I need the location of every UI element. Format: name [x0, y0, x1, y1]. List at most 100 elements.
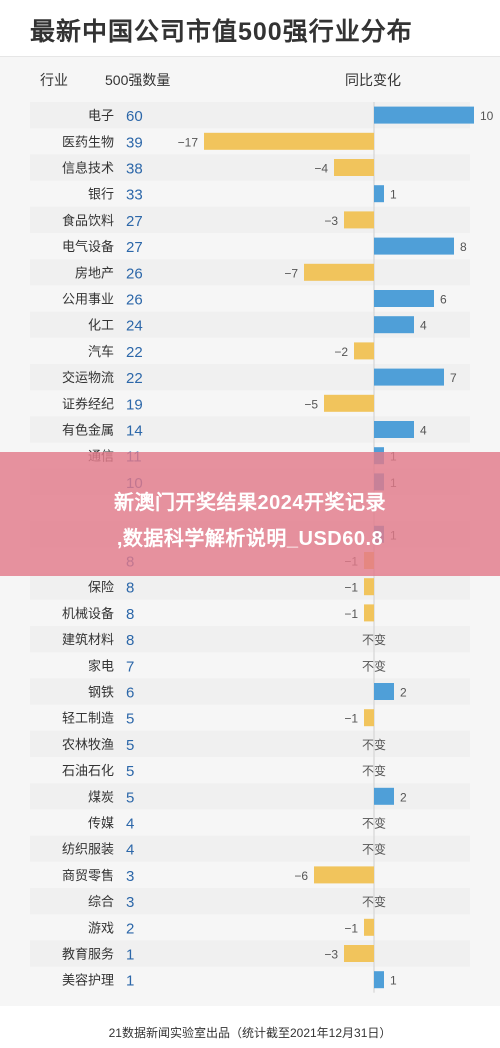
industry-label: 机械设备 — [62, 606, 114, 621]
industry-count: 1 — [126, 973, 134, 990]
footer: 21数据新闻实验室出品（统计截至2021年12月31日） — [0, 1006, 500, 1048]
row-background — [30, 783, 470, 810]
industry-label: 家电 — [88, 658, 114, 673]
change-value-label: 2 — [400, 686, 407, 700]
industry-label: 电气设备 — [62, 239, 114, 254]
industry-label: 建筑材料 — [62, 632, 114, 647]
industry-count: 33 — [126, 187, 143, 204]
decrease-bar — [344, 211, 374, 229]
industry-label: 保险 — [88, 580, 114, 595]
industry-count: 5 — [126, 711, 134, 728]
change-value-label: −1 — [344, 581, 358, 595]
decrease-bar — [324, 394, 374, 412]
industry-count: 3 — [126, 894, 134, 911]
industry-label: 化工 — [88, 318, 114, 333]
industry-label: 美容护理 — [62, 973, 114, 988]
industry-count: 3 — [126, 868, 134, 885]
change-unchanged-label: 不变 — [362, 737, 386, 752]
change-value-label: 7 — [450, 371, 457, 385]
industry-count: 24 — [126, 318, 143, 335]
industry-label: 公用事业 — [62, 292, 114, 307]
change-column-header: 同比变化 — [345, 72, 401, 88]
increase-bar — [374, 237, 454, 255]
industry-label: 纺织服装 — [62, 842, 114, 857]
change-unchanged-label: 不变 — [362, 658, 386, 673]
industry-label: 石油石化 — [62, 763, 114, 778]
industry-count: 1 — [126, 947, 134, 964]
increase-bar — [374, 316, 414, 334]
row-background — [30, 154, 470, 181]
increase-bar — [374, 971, 384, 989]
change-unchanged-label: 不变 — [362, 763, 386, 778]
industry-count: 26 — [126, 265, 143, 282]
industry-count: 6 — [126, 685, 134, 702]
industry-count: 22 — [126, 344, 143, 361]
industry-count: 22 — [126, 370, 143, 387]
industry-label: 食品饮料 — [62, 213, 114, 228]
industry-count: 27 — [126, 239, 143, 256]
industry-count: 5 — [126, 789, 134, 806]
decrease-bar — [304, 263, 374, 281]
industry-count: 7 — [126, 658, 134, 675]
increase-bar — [374, 290, 434, 307]
change-value-label: −2 — [334, 345, 348, 359]
increase-bar — [374, 787, 394, 805]
industry-count: 4 — [126, 842, 134, 859]
change-value-label: −3 — [324, 948, 338, 962]
industry-count: 38 — [126, 161, 143, 178]
change-value-label: 2 — [400, 790, 407, 804]
industry-label: 综合 — [88, 894, 114, 909]
industry-count: 26 — [126, 292, 143, 309]
industry-count: 8 — [126, 606, 134, 623]
count-column-header: 500强数量 — [105, 72, 171, 88]
industry-label: 有色金属 — [62, 423, 114, 438]
change-value-label: −1 — [344, 921, 358, 935]
decrease-bar — [364, 709, 374, 727]
change-value-label: 8 — [460, 240, 467, 254]
row-background — [30, 940, 470, 967]
increase-bar — [374, 106, 474, 124]
industry-label: 信息技术 — [62, 161, 114, 176]
row-background — [30, 888, 470, 915]
decrease-bar — [354, 342, 374, 360]
footer-credit: 21数据新闻实验室出品（统计截至2021年12月31日） — [108, 1026, 392, 1040]
industry-label: 证券经纪 — [62, 396, 114, 411]
industry-column-header: 行业 — [40, 72, 68, 88]
change-unchanged-label: 不变 — [362, 632, 386, 647]
industry-label: 农林牧渔 — [62, 737, 114, 752]
decrease-bar — [334, 159, 374, 176]
industry-count: 60 — [126, 108, 143, 125]
industry-label: 轻工制造 — [62, 711, 114, 726]
change-value-label: 4 — [420, 319, 427, 333]
change-value-label: −4 — [314, 162, 328, 176]
increase-bar — [374, 368, 444, 386]
industry-count: 5 — [126, 763, 134, 780]
decrease-bar — [364, 918, 374, 936]
industry-count: 5 — [126, 737, 134, 754]
industry-label: 交运物流 — [62, 370, 114, 385]
change-value-label: −6 — [294, 869, 308, 883]
industry-label: 教育服务 — [62, 947, 114, 962]
industry-count: 4 — [126, 816, 134, 833]
industry-count: 19 — [126, 396, 143, 413]
change-unchanged-label: 不变 — [362, 842, 386, 857]
industry-count: 14 — [126, 423, 143, 440]
change-value-label: 6 — [440, 293, 447, 307]
change-value-label: −1 — [344, 607, 358, 621]
industry-count: 39 — [126, 134, 143, 151]
row-background — [30, 730, 470, 757]
row-background — [30, 259, 470, 286]
change-value-label: −5 — [304, 397, 318, 411]
change-value-label: 10 — [480, 109, 494, 123]
industry-label: 医药生物 — [62, 134, 114, 149]
industry-label: 传媒 — [88, 816, 114, 831]
change-unchanged-label: 不变 — [362, 894, 386, 909]
industry-count: 8 — [126, 580, 134, 597]
change-value-label: −1 — [344, 712, 358, 726]
row-background — [30, 835, 470, 862]
industry-count: 2 — [126, 920, 134, 937]
industry-label: 银行 — [88, 187, 114, 202]
row-background — [30, 626, 470, 653]
decrease-bar — [314, 866, 374, 884]
industry-label: 煤炭 — [88, 789, 114, 804]
